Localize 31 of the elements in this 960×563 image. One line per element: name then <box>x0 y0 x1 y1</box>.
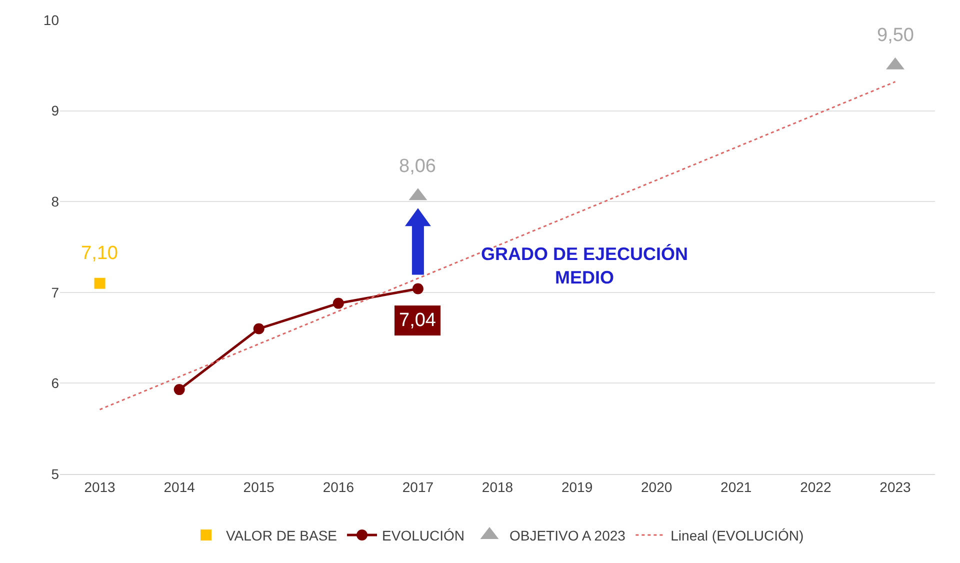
x-tick-label: 2015 <box>243 478 275 495</box>
x-tick-label: 2019 <box>561 478 593 495</box>
y-tick-label: 8 <box>51 194 60 210</box>
legend-label: EVOLUCIÓN <box>382 527 464 544</box>
y-tick-label: 10 <box>43 12 60 28</box>
y-tick-label: 6 <box>51 375 60 392</box>
annotation: GRADO DE EJECUCIÓN MEDIO <box>481 244 688 288</box>
point <box>412 283 424 294</box>
point <box>94 278 106 289</box>
x-tick-label: 2017 <box>402 478 434 495</box>
legend-label: Lineal (EVOLUCIÓN) <box>670 527 804 544</box>
data-label: 7,10 <box>81 243 118 264</box>
data-label: 8,06 <box>399 156 436 177</box>
x-tick-label: 2014 <box>164 478 196 495</box>
y-tick-label: 5 <box>51 466 60 482</box>
x-tick-label: 2023 <box>880 478 912 495</box>
point <box>253 323 264 334</box>
y-tick-label: 7 <box>51 284 60 300</box>
x-tick-label: 2013 <box>84 478 116 495</box>
point <box>332 298 344 309</box>
legend-label: VALOR DE BASE <box>226 527 338 544</box>
x-tick-label: 2020 <box>641 478 672 495</box>
point <box>174 384 185 396</box>
data-label: 9,50 <box>877 25 914 46</box>
legend-label: OBJETIVO A 2023 <box>509 527 626 544</box>
x-tick-label: 2018 <box>482 478 514 495</box>
x-tick-label: 2022 <box>800 478 832 495</box>
data-label: 7,04 <box>399 310 436 331</box>
x-tick-label: 2016 <box>322 478 354 495</box>
x-tick-label: 2021 <box>720 478 752 495</box>
y-tick-label: 9 <box>51 102 60 119</box>
